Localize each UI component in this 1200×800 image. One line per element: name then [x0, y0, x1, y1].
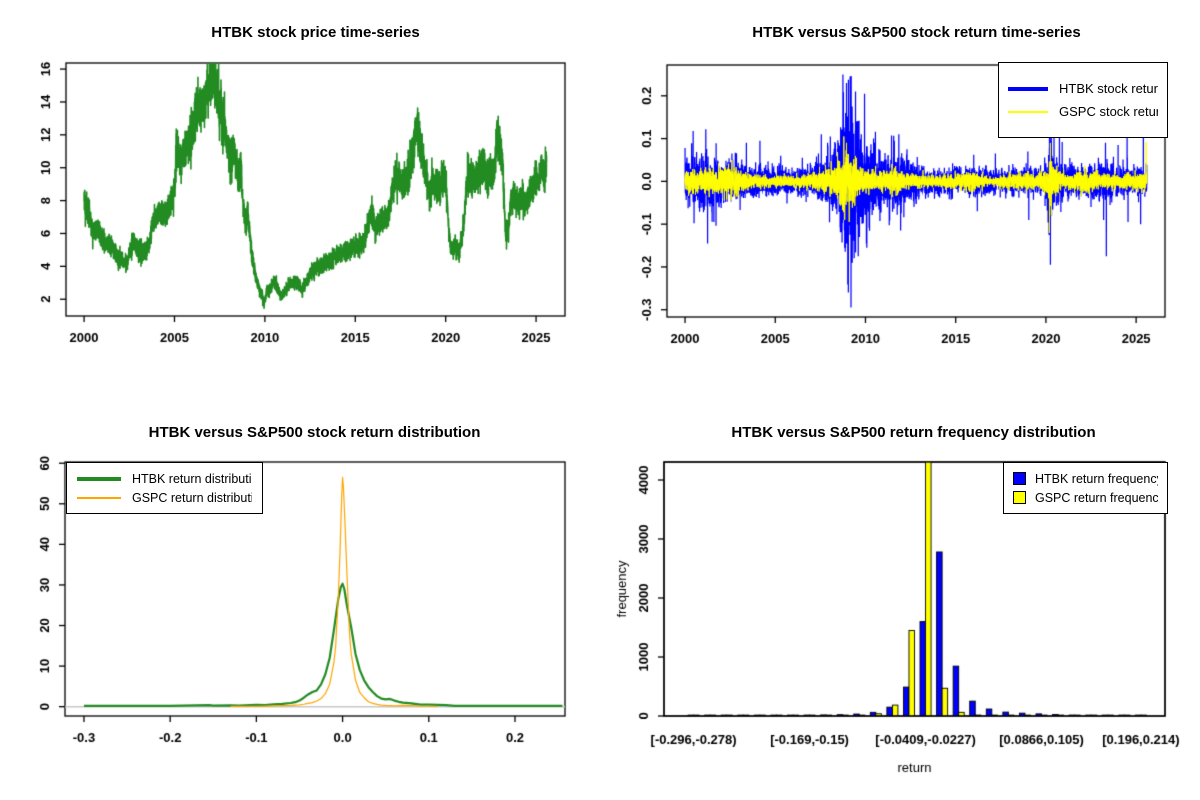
- panel-price-timeseries: HTBK stock price time-series: [0, 0, 600, 400]
- return-timeseries-legend: HTBK stock return GSPC stock return: [998, 62, 1168, 138]
- price-timeseries-canvas: [0, 0, 600, 400]
- return-distribution-canvas: [0, 400, 600, 800]
- gspc-density-line-swatch: [77, 496, 121, 499]
- return-timeseries-title: HTBK versus S&P500 stock return time-ser…: [752, 24, 1081, 41]
- htbk-density-line-swatch: [77, 476, 121, 481]
- price-timeseries-title: HTBK stock price time-series: [211, 24, 420, 41]
- panel-return-frequency: HTBK versus S&P500 return frequency dist…: [600, 400, 1200, 800]
- legend-item-htbk-density: HTBK return distribution: [77, 472, 252, 486]
- return-frequency-legend: HTBK return frequency GSPC return freque…: [1003, 462, 1168, 514]
- legend-item-gspc-frequency: GSPC return frequency: [1013, 491, 1158, 505]
- return-distribution-legend: HTBK return distribution GSPC return dis…: [66, 462, 263, 514]
- legend-label: HTBK stock return: [1059, 81, 1158, 96]
- legend-label: HTBK return frequency: [1035, 471, 1158, 486]
- legend-label: HTBK return distribution: [132, 471, 252, 486]
- return-timeseries-canvas: [600, 0, 1200, 400]
- legend-item-htbk-return: HTBK stock return: [1008, 81, 1158, 96]
- htbk-return-line-swatch: [1008, 86, 1048, 91]
- htbk-frequency-box-swatch: [1013, 472, 1026, 485]
- legend-label: GSPC return distribution: [132, 490, 252, 505]
- gspc-frequency-box-swatch: [1013, 491, 1026, 504]
- panel-return-distribution: HTBK versus S&P500 stock return distribu…: [0, 400, 600, 800]
- legend-item-gspc-density: GSPC return distribution: [77, 491, 252, 505]
- legend-item-htbk-frequency: HTBK return frequency: [1013, 472, 1158, 486]
- return-distribution-title: HTBK versus S&P500 stock return distribu…: [148, 424, 481, 441]
- panel-return-timeseries: HTBK versus S&P500 stock return time-ser…: [600, 0, 1200, 400]
- legend-label: GSPC stock return: [1059, 104, 1158, 119]
- return-frequency-canvas: [600, 400, 1200, 800]
- legend-label: GSPC return frequency: [1035, 490, 1158, 505]
- legend-item-gspc-return: GSPC stock return: [1008, 104, 1158, 119]
- gspc-return-line-swatch: [1008, 110, 1048, 113]
- return-frequency-title: HTBK versus S&P500 return frequency dist…: [731, 424, 1096, 441]
